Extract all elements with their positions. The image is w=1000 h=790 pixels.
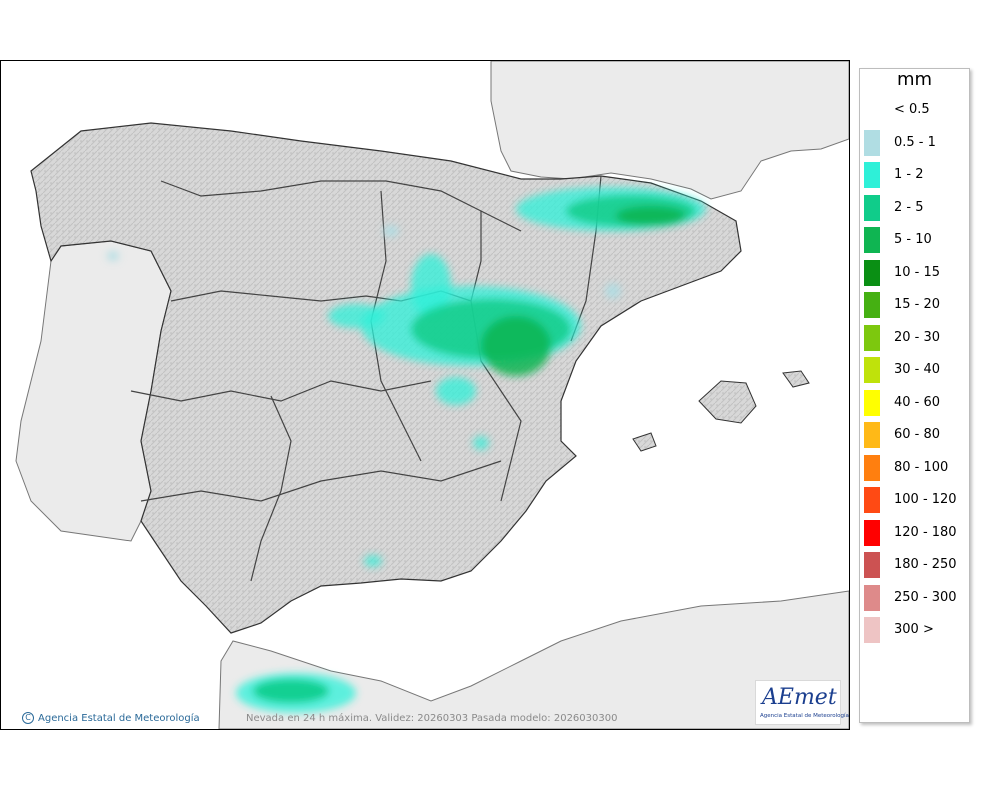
legend-swatch bbox=[864, 324, 880, 351]
legend-row: 5 - 10 bbox=[864, 227, 968, 253]
legend-unit-label: mm bbox=[896, 69, 933, 90]
mallorca bbox=[698, 380, 757, 424]
legend-label: 60 - 80 bbox=[894, 427, 941, 442]
legend-label: 40 - 60 bbox=[894, 394, 941, 410]
legend-swatch bbox=[864, 227, 880, 253]
legend-swatch bbox=[864, 162, 880, 188]
aemet-logo-subtitle: Agencia Estatal de Meteorología bbox=[760, 713, 849, 719]
legend-swatch bbox=[864, 97, 880, 123]
north-africa-landmass bbox=[218, 590, 849, 729]
legend-label: 1 - 2 bbox=[894, 167, 924, 182]
legend-label: 30 - 40 bbox=[894, 362, 941, 377]
legend-row: < 0.5 bbox=[864, 97, 968, 123]
legend-label: 0.5 - 1 bbox=[894, 134, 936, 150]
legend-label: 300 > bbox=[894, 622, 934, 637]
legend-row: 2 - 5 bbox=[864, 194, 968, 221]
legend-swatch bbox=[864, 194, 880, 221]
snowfall-map bbox=[0, 60, 850, 730]
legend-row: 1 - 2 bbox=[864, 162, 968, 188]
aemet-logo-wordmark: AEmet bbox=[762, 685, 837, 710]
legend-swatch bbox=[864, 259, 880, 286]
legend-swatch bbox=[864, 552, 880, 578]
agency-credit-text: Agencia Estatal de Meteorología bbox=[38, 713, 200, 724]
legend-swatch bbox=[864, 292, 880, 318]
ibiza bbox=[632, 432, 657, 452]
legend-row: 20 - 30 bbox=[864, 324, 968, 351]
france-landmass bbox=[490, 61, 849, 200]
legend-swatch bbox=[864, 389, 880, 416]
legend-swatch bbox=[864, 584, 880, 611]
legend-row: 15 - 20 bbox=[864, 292, 968, 318]
region-borders bbox=[130, 175, 602, 582]
legend-row: 250 - 300 bbox=[864, 584, 968, 611]
aemet-logo: AEmet Agencia Estatal de Meteorología bbox=[755, 680, 849, 725]
legend-swatch bbox=[864, 129, 880, 156]
snow-areas bbox=[107, 187, 706, 713]
agency-credit: C Agencia Estatal de Meteorología bbox=[22, 712, 200, 724]
map-validity-caption: Nevada en 24 h máxima. Validez: 20260303… bbox=[246, 713, 618, 724]
legend-swatch bbox=[864, 357, 880, 383]
copyright-icon: C bbox=[22, 712, 34, 724]
legend-row: 10 - 15 bbox=[864, 259, 968, 286]
legend-row: 80 - 100 bbox=[864, 454, 968, 481]
legend-row: 0.5 - 1 bbox=[864, 129, 968, 156]
legend-row: 120 - 180 bbox=[864, 519, 968, 546]
map-canvas bbox=[1, 61, 849, 729]
legend-label: 5 - 10 bbox=[894, 232, 932, 247]
legend-label: 180 - 250 bbox=[894, 557, 957, 572]
legend-label: < 0.5 bbox=[894, 102, 930, 117]
legend-label: 100 - 120 bbox=[894, 492, 957, 507]
legend-swatch bbox=[864, 617, 880, 643]
legend-label: 2 - 5 bbox=[894, 199, 924, 215]
legend-row: 60 - 80 bbox=[864, 422, 968, 448]
legend-label: 10 - 15 bbox=[894, 264, 941, 280]
legend-row: 300 > bbox=[864, 617, 968, 643]
legend-swatch bbox=[864, 487, 880, 513]
legend-swatch bbox=[864, 519, 880, 546]
spain-landmass bbox=[30, 122, 742, 634]
legend-label: 80 - 100 bbox=[894, 459, 949, 475]
legend-row: 40 - 60 bbox=[864, 389, 968, 416]
legend-row: 180 - 250 bbox=[864, 552, 968, 578]
menorca bbox=[782, 370, 810, 388]
legend-swatch bbox=[864, 454, 880, 481]
precipitation-legend: mm < 0.5 0.5 - 1 1 - 2 2 - 5 5 - 10 10 - 15 15… bbox=[859, 68, 970, 723]
legend-label: 120 - 180 bbox=[894, 524, 957, 540]
legend-label: 20 - 30 bbox=[894, 329, 941, 345]
legend-label: 15 - 20 bbox=[894, 297, 941, 312]
legend-swatch bbox=[864, 422, 880, 448]
legend-row: 100 - 120 bbox=[864, 487, 968, 513]
legend-row: 30 - 40 bbox=[864, 357, 968, 383]
legend-label: 250 - 300 bbox=[894, 589, 957, 605]
